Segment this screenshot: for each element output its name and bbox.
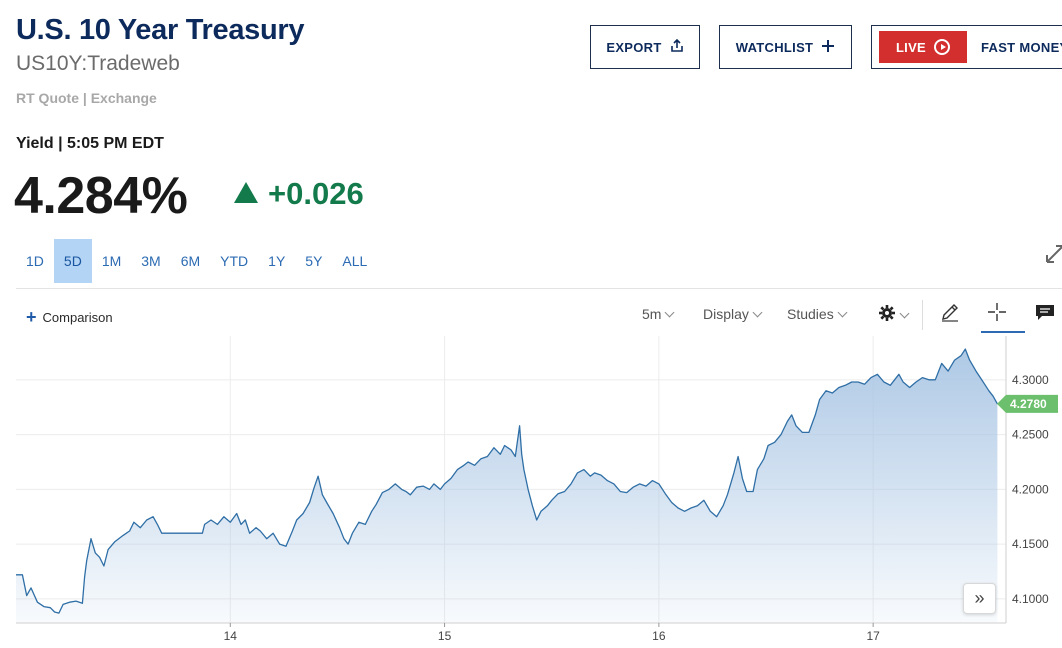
y-tick-label: 4.2500 — [1012, 428, 1049, 442]
toolbar-separator — [922, 300, 923, 330]
chevron-down-icon — [665, 307, 675, 318]
range-tab-1y[interactable]: 1Y — [268, 253, 286, 269]
quote-source: RT Quote | Exchange — [16, 90, 157, 106]
range-tab-5y[interactable]: 5Y — [305, 253, 323, 269]
interval-dropdown[interactable]: 5m — [642, 306, 675, 322]
plus-icon — [821, 39, 835, 56]
last-price: 4.284% — [14, 167, 188, 225]
last-price-tag-label: 4.2780 — [1010, 397, 1047, 411]
live-badge: LIVE — [879, 31, 967, 63]
comment-icon — [1034, 303, 1056, 324]
page-title: U.S. 10 Year Treasury — [16, 14, 305, 46]
crosshair-icon — [987, 302, 1007, 325]
expand-icon[interactable] — [1044, 243, 1062, 270]
yield-chart[interactable]: 4.3000 4.2500 4.2000 4.1500 4.1000 14 15 16 17 4.… — [0, 336, 1062, 648]
toolbar-divider — [16, 288, 1062, 289]
range-tab-5d[interactable]: 5D — [53, 239, 92, 283]
range-tab-6m[interactable]: 6M — [180, 253, 201, 269]
range-tab-1d[interactable]: 1D — [26, 253, 44, 269]
series-line — [16, 348, 998, 614]
up-arrow-icon — [234, 182, 258, 203]
share-icon — [670, 38, 684, 56]
x-tick-label: 17 — [866, 629, 880, 643]
symbol-subtitle: US10Y:Tradeweb — [16, 52, 180, 75]
x-tick-label: 16 — [652, 629, 666, 643]
y-tick-label: 4.3000 — [1012, 373, 1049, 387]
x-tick-label: 14 — [224, 629, 238, 643]
draw-tool-button[interactable] — [940, 302, 960, 325]
live-tv-button[interactable]: LIVE FAST MONEY — [871, 25, 1062, 69]
chevron-down-icon — [899, 308, 910, 318]
pencil-icon — [940, 302, 960, 325]
gear-icon — [878, 304, 896, 325]
display-label: Display — [703, 306, 749, 322]
price-change: +0.026 — [268, 176, 364, 211]
range-tab-3m[interactable]: 3M — [141, 253, 161, 269]
studies-dropdown[interactable]: Studies — [787, 306, 848, 322]
crosshair-tool-button[interactable] — [987, 302, 1007, 325]
range-tab-ytd[interactable]: YTD — [220, 253, 249, 269]
scroll-to-latest-button[interactable]: » — [963, 583, 996, 614]
y-tick-label: 4.1000 — [1012, 592, 1049, 606]
comparison-label: Comparison — [42, 310, 113, 325]
fast-money-label: FAST MONEY — [981, 39, 1062, 55]
active-tool-indicator — [981, 331, 1025, 333]
watchlist-button[interactable]: WATCHLIST — [719, 25, 852, 69]
plus-icon: + — [26, 307, 37, 327]
y-tick-label: 4.1500 — [1012, 537, 1049, 551]
studies-label: Studies — [787, 306, 834, 322]
comment-tool-button[interactable] — [1034, 303, 1056, 324]
comparison-button[interactable]: + Comparison — [26, 307, 113, 327]
x-tick-label: 15 — [438, 629, 452, 643]
watchlist-label: WATCHLIST — [735, 39, 814, 55]
chevron-down-icon — [752, 307, 763, 318]
last-price-tag — [997, 394, 1058, 413]
y-tick-label: 4.2000 — [1012, 482, 1049, 496]
range-tab-all[interactable]: ALL — [342, 253, 368, 269]
settings-dropdown[interactable] — [878, 304, 910, 325]
area-fill — [16, 349, 998, 623]
yield-timestamp: Yield | 5:05 PM EDT — [16, 135, 164, 152]
live-label: LIVE — [895, 39, 927, 55]
display-dropdown[interactable]: Display — [703, 306, 763, 322]
export-button[interactable]: EXPORT — [590, 25, 700, 69]
interval-label: 5m — [642, 306, 662, 322]
export-label: EXPORT — [606, 39, 662, 55]
chevron-down-icon — [837, 307, 848, 318]
play-icon — [934, 39, 951, 55]
range-tab-1m[interactable]: 1M — [101, 253, 122, 269]
range-tabs: 1D 5D 1M 3M 6M YTD 1Y 5Y ALL — [16, 239, 377, 283]
double-chevron-right-icon: » — [974, 588, 985, 608]
